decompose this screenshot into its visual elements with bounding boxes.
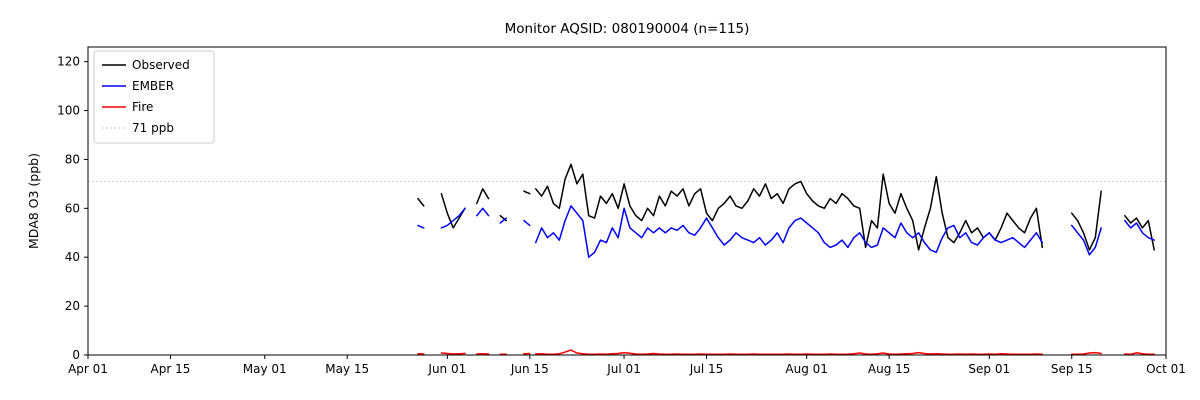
plot-border	[87, 46, 1167, 356]
series-line-observed-1	[440, 192, 466, 229]
y-tick-label: 60	[65, 201, 80, 215]
y-tick-label: 40	[65, 250, 80, 264]
legend-label: EMBER	[132, 79, 174, 93]
y-tick-label: 20	[65, 299, 80, 313]
legend-box	[93, 50, 215, 144]
chart-title: Monitor AQSID: 080190004 (n=115)	[505, 21, 750, 37]
x-tick-label: Jul 15	[689, 362, 724, 376]
series-line-ember-5	[534, 205, 1044, 258]
legend-label: Fire	[132, 100, 153, 114]
series-line-ember-6	[1070, 224, 1102, 256]
series-line-observed-6	[1070, 190, 1102, 251]
x-tick-label: Oct 01	[1146, 362, 1186, 376]
y-tick-label: 80	[65, 152, 80, 166]
series-line-fire-7	[1124, 352, 1155, 356]
x-tick-label: Aug 01	[785, 362, 828, 376]
x-tick-label: Sep 15	[1051, 362, 1093, 376]
legend-label: 71 ppb	[132, 121, 174, 135]
x-tick-label: Aug 15	[868, 362, 911, 376]
series-line-ember-0	[417, 224, 425, 229]
series-line-ember-2	[476, 207, 490, 217]
x-tick-label: Jun 15	[510, 362, 549, 376]
x-tick-label: Apr 15	[151, 362, 191, 376]
series-line-ember-3	[499, 217, 507, 224]
x-tick-label: Jun 01	[427, 362, 466, 376]
series-line-observed-2	[476, 188, 490, 205]
y-tick-label: 0	[72, 348, 80, 362]
series-line-ember-1	[440, 207, 466, 229]
series-line-observed-7	[1124, 214, 1155, 251]
series-line-fire-6	[1070, 351, 1102, 356]
series-line-observed-0	[417, 197, 425, 207]
x-tick-label: May 15	[325, 362, 369, 376]
x-tick-label: Apr 01	[68, 362, 108, 376]
x-tick-label: Sep 01	[968, 362, 1010, 376]
y-tick-label: 100	[57, 104, 80, 118]
series-line-ember-7	[1124, 219, 1155, 241]
x-tick-label: Jul 01	[606, 362, 641, 376]
legend-label: Observed	[132, 58, 190, 72]
series-line-fire-1	[440, 352, 466, 355]
series-line-observed-4	[523, 190, 531, 195]
y-tick-label: 120	[57, 55, 80, 69]
series-line-fire-5	[534, 349, 1044, 356]
y-axis-label: MDA8 O3 (ppb)	[26, 153, 41, 249]
series-line-ember-4	[523, 219, 531, 227]
x-tick-label: May 01	[243, 362, 287, 376]
series-line-observed-5	[534, 163, 1044, 251]
